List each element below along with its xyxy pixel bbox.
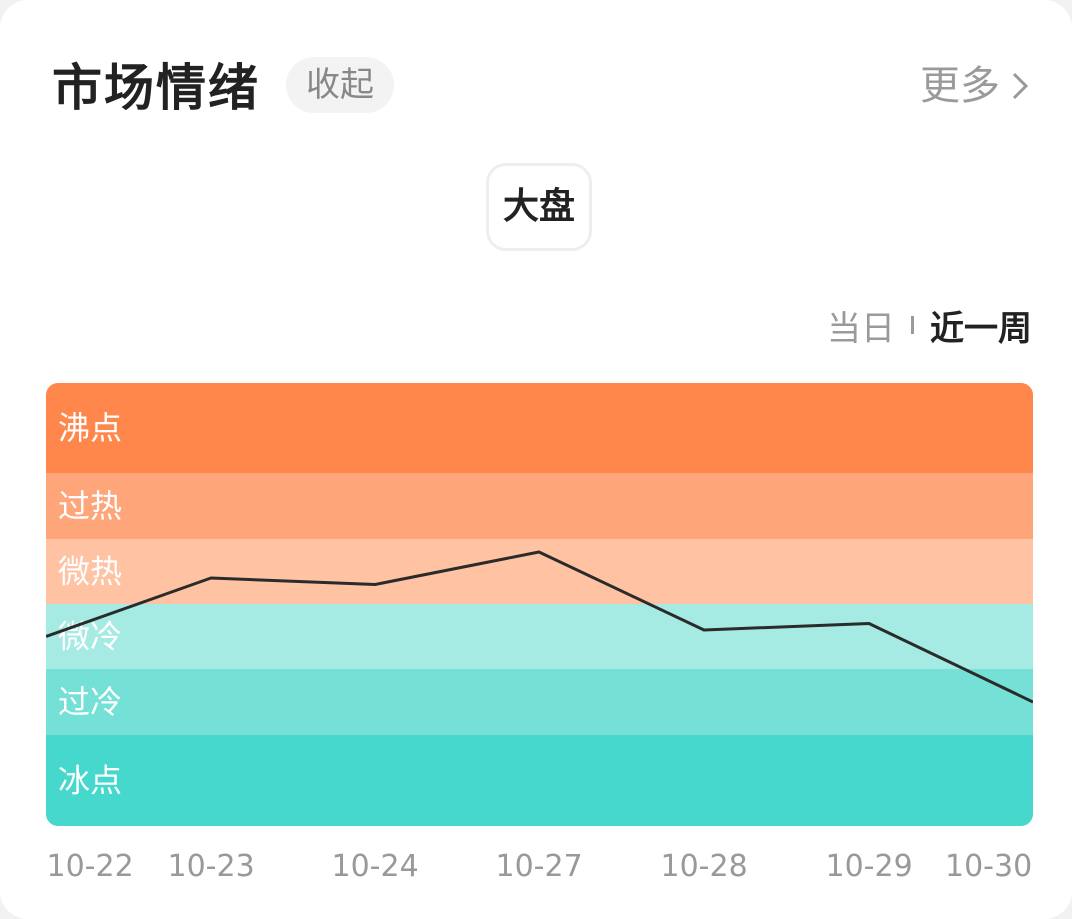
sentiment-line (46, 550, 1033, 704)
x-tick-label: 10-24 (331, 849, 419, 884)
x-tick-label: 10-27 (495, 849, 583, 884)
x-axis-labels: 10-22 10-23 10-24 10-27 10-28 10-29 10-30 (0, 845, 1072, 889)
x-tick-label: 10-30 (945, 849, 1033, 884)
collapse-button[interactable]: 收起 (286, 57, 394, 113)
range-option-day[interactable]: 当日 (827, 308, 895, 349)
x-tick-label: 10-23 (167, 849, 255, 884)
range-toggle: 当日 近一周 (827, 300, 1032, 350)
zone-band-2 (46, 604, 1033, 669)
zone-label-2: 微冷 (58, 618, 122, 656)
chevron-right-icon (1012, 72, 1029, 100)
zone-label-4: 过热 (58, 487, 122, 525)
zone-band-3 (46, 539, 1033, 604)
more-label: 更多 (920, 63, 1000, 109)
zone-label-1: 过冷 (58, 683, 122, 721)
x-tick-label: 10-22 (46, 849, 134, 884)
range-divider (911, 316, 914, 334)
card-title: 市场情绪 (52, 59, 260, 117)
zone-band-5 (46, 383, 1033, 473)
x-tick-label: 10-29 (825, 849, 913, 884)
zone-label-5: 沸点 (58, 409, 122, 447)
x-tick-label: 10-28 (660, 849, 748, 884)
range-option-week[interactable]: 近一周 (930, 308, 1032, 349)
zone-band-4 (46, 473, 1033, 539)
tab-market[interactable]: 大盘 (486, 163, 592, 251)
zone-band-0 (46, 735, 1033, 826)
sentiment-chart: 冰点 过冷 微冷 微热 过热 沸点 (46, 383, 1033, 826)
more-link[interactable]: 更多 (920, 60, 1032, 112)
zone-label-0: 冰点 (58, 762, 122, 800)
zone-band-1 (46, 669, 1033, 735)
zone-label-3: 微热 (58, 553, 122, 591)
